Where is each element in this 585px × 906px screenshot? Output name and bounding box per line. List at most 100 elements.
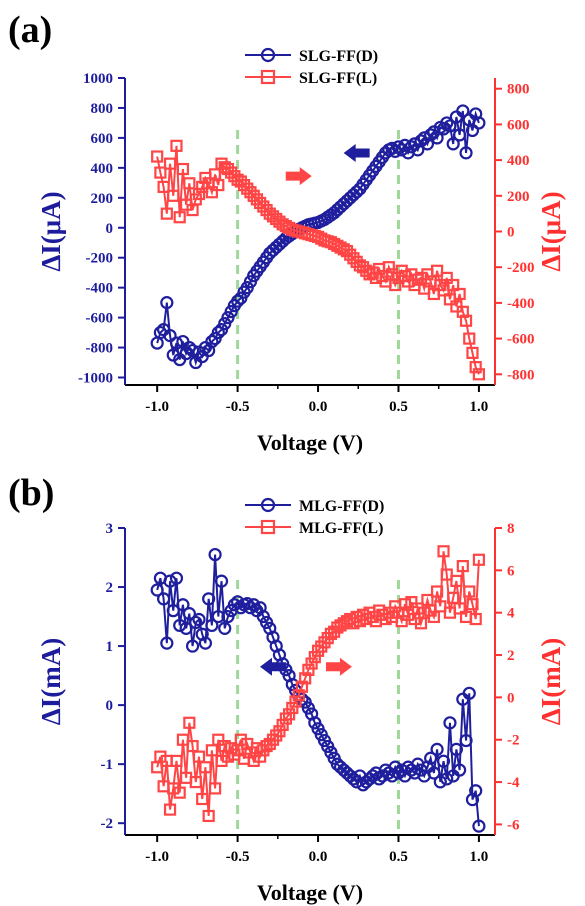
- data-point: [446, 137, 460, 151]
- data-point: [247, 189, 260, 202]
- data-point: [447, 591, 460, 604]
- legend-label: MLG-FF(L): [299, 520, 383, 537]
- panel-label: (a): [8, 9, 52, 51]
- data-point: [436, 754, 451, 768]
- data-point: [234, 175, 247, 188]
- data-point: [346, 772, 361, 786]
- data-point: [205, 186, 218, 199]
- left-y-tick-label: 600: [91, 131, 114, 147]
- data-point: [353, 615, 366, 628]
- x-axis-label: Voltage (V): [257, 430, 363, 455]
- data-point: [391, 140, 406, 154]
- data-point: [208, 782, 222, 795]
- data-point: [289, 695, 302, 708]
- data-point: [250, 193, 264, 206]
- legend-label: MLG-FF(D): [299, 498, 384, 515]
- right-y-tick-label: -6: [507, 817, 520, 833]
- right-y-tick-label: 600: [507, 117, 530, 133]
- left-y-tick-label: -200: [86, 251, 114, 267]
- x-tick-label: 1.0: [470, 849, 489, 865]
- data-point: [198, 636, 213, 650]
- data-point: [305, 657, 318, 670]
- data-point: [173, 618, 187, 633]
- data-point: [160, 636, 174, 650]
- data-point: [472, 553, 486, 566]
- data-point: [469, 784, 483, 798]
- x-tick-label: -0.5: [226, 849, 250, 865]
- right-y-tick-label: 200: [507, 189, 530, 205]
- data-point: [157, 180, 170, 193]
- data-point: [237, 178, 251, 192]
- data-point: [260, 739, 273, 753]
- data-point: [254, 196, 267, 210]
- data-point: [199, 761, 212, 774]
- data-point: [154, 166, 167, 179]
- data-point: [308, 651, 321, 664]
- data-point: [169, 571, 184, 585]
- data-point: [183, 177, 196, 190]
- data-point: [169, 336, 184, 350]
- data-point: [472, 819, 486, 833]
- data-point: [170, 139, 183, 152]
- data-point: [465, 123, 480, 138]
- data-point: [186, 739, 199, 753]
- chart-panel-a: (a) -1.0 -0.5 0.0 0.5 1.0 -1000 -800 -600 -400 -20…: [8, 9, 566, 455]
- left-y-tick-label: 0: [106, 221, 114, 237]
- data-point: [430, 742, 444, 756]
- data-point: [185, 639, 200, 653]
- data-point: [443, 119, 457, 133]
- left-y-axis-label: ΔI(μA): [36, 191, 66, 271]
- data-point: [205, 334, 219, 349]
- data-point: [160, 296, 174, 310]
- legend-marker: [260, 47, 276, 63]
- right-y-tick-label: -600: [507, 332, 535, 348]
- data-point: [243, 601, 258, 615]
- data-point: [151, 150, 164, 163]
- data-point: [440, 772, 454, 786]
- panel-label: (b): [8, 472, 54, 514]
- data-point: [456, 104, 470, 118]
- series-MLG-FF(L): [151, 545, 486, 823]
- data-point: [433, 775, 447, 789]
- data-point: [160, 207, 173, 220]
- right-y-tick-label: 400: [507, 153, 530, 169]
- left-y-tick-label: 200: [91, 191, 114, 207]
- data-point: [286, 701, 299, 715]
- legend-marker: [260, 519, 276, 535]
- right-y-axis-label: ΔI(mA): [536, 638, 566, 725]
- data-point: [350, 185, 364, 199]
- data-point: [202, 592, 216, 606]
- data-point: [183, 716, 196, 729]
- data-point: [173, 211, 186, 224]
- data-point: [170, 754, 183, 767]
- data-point: [276, 718, 289, 732]
- right-y-tick-label: -400: [507, 296, 535, 312]
- left-y-tick-label: -800: [86, 341, 114, 357]
- data-point: [211, 325, 225, 340]
- data-point: [192, 750, 206, 763]
- right-y-tick-label: -200: [507, 260, 535, 276]
- data-point: [424, 751, 438, 765]
- series-SLG-FF(D): [150, 104, 486, 370]
- left-y-tick-label: 0: [106, 698, 114, 714]
- right-y-tick-label: 0: [507, 225, 515, 241]
- data-point: [292, 689, 305, 702]
- data-point: [440, 116, 454, 130]
- data-point: [404, 140, 418, 154]
- data-point: [176, 598, 190, 612]
- data-point: [212, 733, 225, 746]
- data-point: [430, 264, 444, 277]
- data-point: [273, 725, 286, 738]
- x-tick-label: -0.5: [226, 399, 250, 415]
- data-point: [450, 574, 463, 588]
- right-y-tick-label: 0: [507, 690, 515, 706]
- data-point: [437, 545, 450, 558]
- right-y-tick-label: -4: [507, 775, 520, 791]
- data-point: [254, 750, 267, 763]
- data-point: [182, 607, 196, 621]
- data-point: [453, 287, 466, 301]
- data-point: [344, 248, 357, 261]
- data-point: [218, 621, 232, 635]
- left-y-tick-label: -600: [86, 311, 114, 327]
